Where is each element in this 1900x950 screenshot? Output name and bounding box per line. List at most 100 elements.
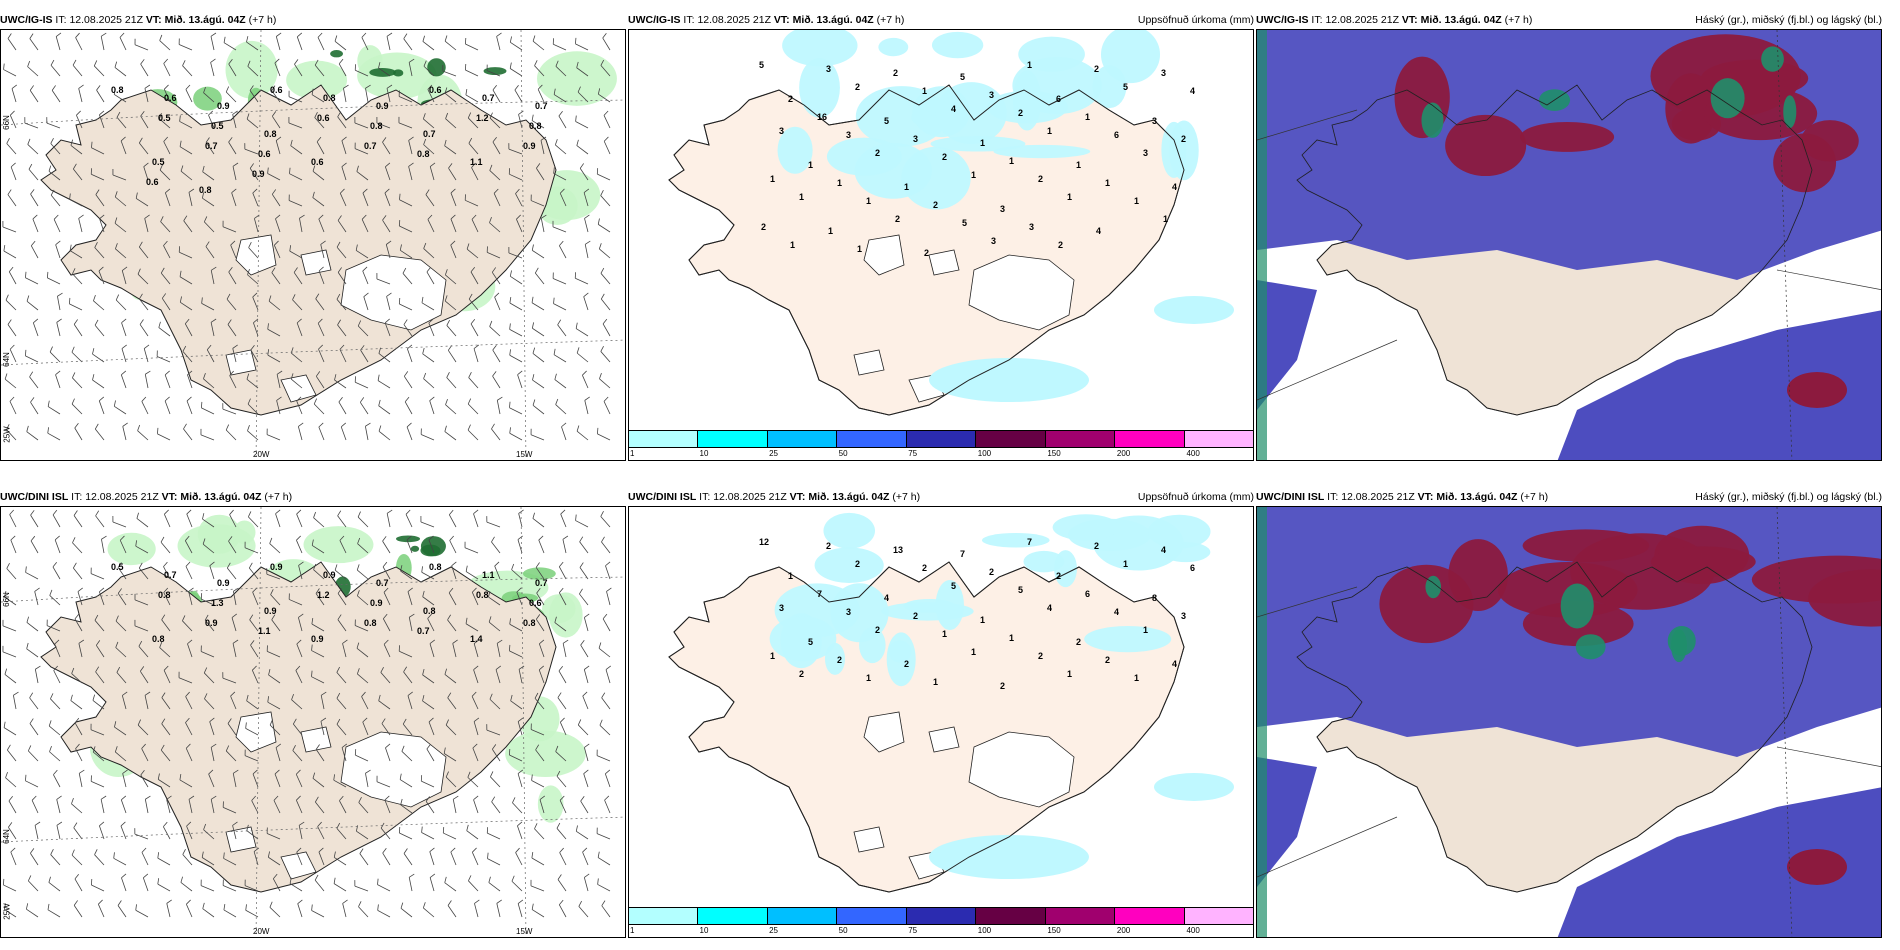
cloud-shading	[1257, 507, 1881, 937]
precip-value-label: 5	[962, 218, 968, 228]
wind-value-label: 0.6	[529, 598, 542, 608]
axis-label-25w: 25W	[2, 426, 12, 443]
precip-value-label: 2	[837, 655, 843, 665]
model-name: UWC/DINI ISL	[1256, 491, 1325, 503]
wind-value-label: 1.3	[211, 598, 224, 608]
glacier-outline	[928, 726, 960, 753]
axis-label-15w: 15W	[516, 450, 533, 459]
glacier-outline	[968, 731, 1075, 808]
precip-value-label: 6	[1056, 94, 1062, 104]
precip-value-label: 1	[1163, 214, 1169, 224]
wind-value-label: 1.1	[258, 626, 271, 636]
wind-value-label: 0.7	[205, 141, 218, 151]
precip-value-label: 6	[1114, 130, 1120, 140]
wind-value-label: 0.9	[217, 101, 230, 111]
glacier-outline	[235, 711, 277, 753]
precip-value-label: 1	[808, 160, 814, 170]
precip-map[interactable]: 5 3 2 5 1 2 3 2 2 1 3 6 5 4 16 5 4 2 1 3 3 3 3 1 1 6 2 1 2 2 1 1 3 1 1 1 1 2 1…	[628, 29, 1254, 461]
axis-label-15w: 15W	[516, 927, 533, 936]
precip-value-label: 1	[904, 182, 910, 192]
precip-value-label: 1	[828, 226, 834, 236]
axis-label-64n: 64N	[1, 829, 11, 844]
legend-tick-label: 50	[838, 449, 848, 458]
wind-value-label: 0.9	[270, 562, 283, 572]
model-name: UWC/DINI ISL	[628, 491, 697, 503]
precip-value-label: 6	[1085, 589, 1091, 599]
row-1-cloud-panel: UWC/IG-IS IT: 12.08.2025 21Z VT: Mið. 13…	[1256, 11, 1882, 461]
wind-value-label: 0.8	[323, 93, 336, 103]
wind-map[interactable]: 0.8 0.6 0.9 0.6 0.8 0.9 0.6 0.7 0.7 0.5 0.5 0.8 0.6 0…	[0, 29, 626, 461]
precip-value-label: 2	[826, 541, 832, 551]
wind-value-label: 0.8	[199, 185, 212, 195]
precip-value-label: 3	[1152, 116, 1158, 126]
legend-swatch	[1045, 908, 1116, 924]
legend-tick-label: 10	[699, 449, 709, 458]
precip-value-label: 2	[913, 611, 919, 621]
precip-value-label: 3	[1181, 611, 1187, 621]
cloud-map[interactable]	[1256, 29, 1882, 461]
precip-value-label: 5	[960, 72, 966, 82]
precip-value-label: 3	[1161, 68, 1167, 78]
precip-value-label: 4	[951, 104, 957, 114]
legend-tick-label: 1	[630, 926, 635, 935]
glacier-outline	[225, 349, 257, 376]
wind-map[interactable]: 0.5 0.7 0.9 0.9 0.9 0.7 0.8 1.1 0.7 0.8 1.3 0.9 1.2 0…	[0, 506, 626, 938]
glacier-outline	[300, 726, 332, 753]
precip-value-label: 2	[1181, 134, 1187, 144]
wind-value-label: 0.8	[111, 85, 124, 95]
panel-header: UWC/IG-IS IT: 12.08.2025 21Z VT: Mið. 13…	[0, 14, 277, 26]
precip-legend-row-1	[628, 430, 1254, 448]
panel-header: UWC/DINI ISL IT: 12.08.2025 21Z VT: Mið.…	[1256, 491, 1549, 503]
wind-value-label: 0.7	[482, 93, 495, 103]
precip-value-label: 1	[788, 571, 794, 581]
model-name: UWC/DINI ISL	[0, 491, 69, 503]
panel-header: UWC/IG-IS IT: 12.08.2025 21Z VT: Mið. 13…	[628, 14, 905, 26]
legend-swatch	[629, 431, 699, 447]
legend-tick-label: 400	[1186, 926, 1200, 935]
axis-label-64n: 64N	[1, 352, 11, 367]
precip-value-label: 2	[1056, 571, 1062, 581]
precip-value-label: 5	[759, 60, 765, 70]
precip-legend-ticks-row-2: 1 10 25 50 75 100 150 200 400	[628, 926, 1254, 938]
cloud-map[interactable]	[1256, 506, 1882, 938]
precip-value-label: 1	[971, 647, 977, 657]
wind-barbs	[2, 32, 611, 441]
precip-value-label: 1	[1067, 192, 1073, 202]
precip-value-label: 1	[922, 86, 928, 96]
precip-legend-row-2	[628, 907, 1254, 925]
panel-header: UWC/IG-IS IT: 12.08.2025 21Z VT: Mið. 13…	[1256, 14, 1533, 26]
row-2-cloud-panel: UWC/DINI ISL IT: 12.08.2025 21Z VT: Mið.…	[1256, 488, 1882, 938]
precip-value-label: 16	[817, 112, 828, 122]
legend-swatch	[767, 431, 838, 447]
precip-value-label: 1	[1076, 160, 1082, 170]
precip-value-label: 1	[971, 170, 977, 180]
precip-map[interactable]: 12 2 13 7 7 2 4 1 2 2 2 2 1 6 7 4 5 5 6 8 3 3 2 1 4 4 3 5 2 1 1 2 1 1 2 2 1 2…	[628, 506, 1254, 938]
wind-value-label: 0.8	[523, 618, 536, 628]
precip-value-label: 7	[960, 549, 966, 559]
precip-value-label: 7	[1027, 537, 1033, 547]
wind-value-label: 0.8	[158, 590, 171, 600]
panel-header: UWC/DINI ISL IT: 12.08.2025 21Z VT: Mið.…	[0, 491, 293, 503]
legend-tick-label: 200	[1116, 449, 1131, 458]
wind-value-label: 0.7	[364, 141, 377, 151]
precip-value-label: 1	[799, 192, 805, 202]
wind-value-label: 0.9	[311, 634, 324, 644]
wind-value-label: 0.8	[364, 618, 377, 628]
wind-value-label: 0.7	[423, 129, 436, 139]
glacier-outline	[863, 711, 905, 753]
wind-value-label: 0.9	[252, 169, 265, 179]
precip-value-label: 1	[837, 178, 843, 188]
precip-value-label: 2	[1105, 655, 1111, 665]
wind-value-label: 0.8	[429, 562, 442, 572]
wind-value-label: 0.9	[523, 141, 536, 151]
precip-value-label: 5	[1123, 82, 1129, 92]
precip-value-label: 2	[895, 214, 901, 224]
glacier-outline	[968, 254, 1075, 331]
wind-value-label: 0.7	[164, 570, 177, 580]
wind-value-label: 0.8	[423, 606, 436, 616]
legend-tick-label: 25	[769, 926, 779, 935]
precip-value-label: 1	[866, 196, 872, 206]
wind-barbs	[2, 509, 612, 918]
legend-swatch	[1184, 908, 1253, 924]
legend-tick-label: 25	[769, 449, 779, 458]
